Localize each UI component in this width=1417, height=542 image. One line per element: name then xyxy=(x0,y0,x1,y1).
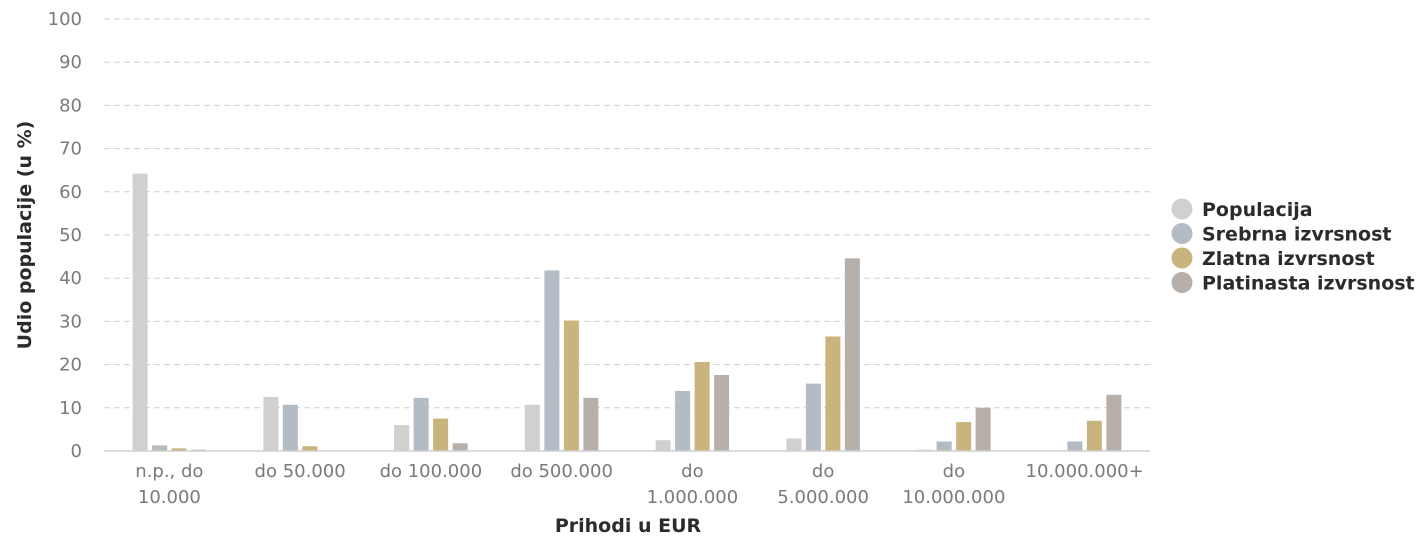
y-tick-label: 50 xyxy=(59,225,82,246)
y-tick-label: 30 xyxy=(59,311,82,332)
legend-label: Srebrna izvrsnost xyxy=(1202,224,1391,246)
x-tick-label: do xyxy=(812,461,834,482)
bar-2-6 xyxy=(805,383,821,451)
legend-label: Populacija xyxy=(1202,199,1313,221)
y-tick-label: 60 xyxy=(59,182,82,203)
bar-2-4 xyxy=(544,270,560,451)
y-tick-label: 40 xyxy=(59,268,82,289)
x-tick-label: 10.000.000 xyxy=(902,487,1005,508)
x-tick-label: 10.000 xyxy=(138,487,201,508)
bar-2-1 xyxy=(152,445,168,451)
bar-1-1 xyxy=(132,173,148,451)
x-tick-label: do xyxy=(943,461,965,482)
bar-2-3 xyxy=(413,397,429,451)
y-axis-title: Udio populacije (u %) xyxy=(14,121,36,350)
y-axis-ticks: 0 10 20 30 40 50 60 70 80 90 100 xyxy=(48,9,82,462)
x-tick-label: do 100.000 xyxy=(380,461,483,482)
bar-3-1 xyxy=(171,448,187,451)
y-tick-label: 0 xyxy=(71,441,82,462)
x-tick-label: 1.000.000 xyxy=(647,487,739,508)
x-tick-label: do 500.000 xyxy=(510,461,613,482)
y-tick-label: 80 xyxy=(59,95,82,116)
bar-3-7 xyxy=(956,422,972,451)
y-tick-label: 70 xyxy=(59,139,82,160)
legend-swatch xyxy=(1171,223,1193,244)
gridlines xyxy=(104,18,1150,409)
x-tick-label: 5.000.000 xyxy=(777,487,869,508)
bar-1-6 xyxy=(786,438,802,451)
bar-2-7 xyxy=(936,441,952,451)
y-tick-label: 20 xyxy=(59,355,82,376)
bar-3-4 xyxy=(563,320,579,451)
y-tick-label: 100 xyxy=(48,9,82,30)
legend-swatch xyxy=(1171,247,1193,269)
x-tick-label: do 50.000 xyxy=(255,461,346,482)
x-axis-title: Prihodi u EUR xyxy=(555,515,702,537)
bars xyxy=(132,173,1122,451)
x-axis-ticks: n.p., do 10.000 do 50.000 do 100.000 do 500.… xyxy=(135,461,1143,508)
bar-4-3 xyxy=(452,443,468,451)
legend-label: Zlatna izvrsnost xyxy=(1202,248,1375,270)
y-tick-label: 10 xyxy=(59,398,82,419)
bar-3-2 xyxy=(302,446,318,451)
x-tick-label: 10.000.000+ xyxy=(1026,461,1144,482)
bar-2-8 xyxy=(1067,441,1083,451)
bar-1-3 xyxy=(394,425,410,451)
bar-1-4 xyxy=(524,404,540,451)
legend-swatch xyxy=(1171,198,1193,220)
bar-1-2 xyxy=(263,397,279,451)
bar-2-2 xyxy=(282,404,298,451)
bar-4-5 xyxy=(714,374,730,451)
x-tick-label: do xyxy=(681,461,703,482)
y-tick-label: 90 xyxy=(59,52,82,73)
legend-swatch xyxy=(1171,272,1193,293)
bar-3-3 xyxy=(433,418,449,451)
bar-1-5 xyxy=(655,440,671,451)
bar-2-5 xyxy=(675,390,691,451)
legend-label: Platinasta izvrsnost xyxy=(1202,273,1415,295)
bar-4-7 xyxy=(975,407,991,451)
bar-3-6 xyxy=(825,336,841,451)
bar-4-6 xyxy=(844,258,860,451)
bar-3-8 xyxy=(1086,420,1102,451)
x-tick-label: n.p., do xyxy=(135,461,203,482)
bar-4-4 xyxy=(583,397,599,451)
bar-4-8 xyxy=(1106,394,1122,451)
bar-3-5 xyxy=(694,362,710,451)
